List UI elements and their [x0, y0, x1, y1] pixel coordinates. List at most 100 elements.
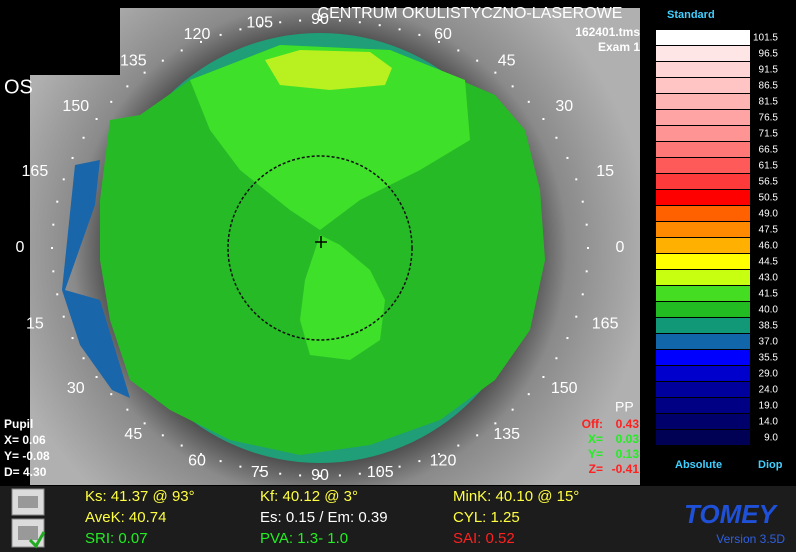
scale-swatch — [656, 254, 750, 269]
angle-tick — [219, 460, 222, 463]
scale-swatch — [656, 158, 750, 173]
angle-tick — [110, 393, 113, 396]
angle-label: 60 — [434, 26, 452, 43]
pp-value: 0.13 — [616, 447, 640, 461]
angle-tick — [438, 453, 440, 456]
angle-tick — [398, 28, 401, 31]
scale-title: Standard — [667, 9, 715, 21]
pp-label: X= — [588, 432, 603, 446]
angle-tick — [180, 49, 183, 52]
scale-swatch — [656, 142, 750, 157]
angle-label: 135 — [120, 53, 147, 70]
angle-label: 150 — [551, 380, 578, 397]
angle-tick — [51, 247, 53, 249]
angle-tick — [398, 465, 401, 468]
scale-swatch — [656, 222, 750, 237]
stat: Ks: 41.37 @ 93° — [85, 488, 195, 505]
angle-tick — [56, 293, 59, 296]
stats: Ks: 41.37 @ 93° Kf: 40.12 @ 3° MinK: 40.10… — [85, 488, 579, 547]
angle-tick — [566, 337, 569, 340]
angle-tick — [585, 223, 588, 226]
angle-tick — [457, 444, 460, 447]
scale-label: 43.0 — [759, 273, 779, 284]
angle-label: 120 — [184, 26, 211, 43]
angle-tick — [542, 118, 545, 120]
scale-label: 47.5 — [759, 225, 779, 236]
scale-label: 19.0 — [759, 401, 779, 412]
angle-tick — [126, 85, 129, 88]
print-button[interactable] — [11, 488, 45, 516]
exam: Exam 1 — [598, 40, 640, 54]
angle-label: 0 — [16, 239, 25, 256]
save-button[interactable] — [11, 518, 46, 549]
scale-swatch — [656, 382, 750, 397]
scale-footer-left: Absolute — [675, 459, 722, 471]
scale-swatch — [656, 318, 750, 333]
scale-swatch — [656, 270, 750, 285]
angle-label: 105 — [246, 14, 273, 31]
angle-tick — [110, 100, 113, 103]
scale-label: 37.0 — [759, 337, 779, 348]
angle-tick — [239, 465, 242, 468]
scale-label: 35.5 — [759, 353, 779, 364]
angle-tick — [587, 247, 589, 249]
angle-label: 45 — [498, 53, 516, 70]
angle-tick — [95, 118, 98, 120]
scale-swatch — [656, 350, 750, 365]
angle-tick — [575, 178, 578, 181]
stat: Kf: 40.12 @ 3° — [260, 488, 358, 505]
stat: SAI: 0.52 — [453, 530, 515, 547]
scale-swatch — [656, 46, 750, 61]
scale-label: 71.5 — [759, 129, 779, 140]
scale-swatch — [656, 238, 750, 253]
pupil-title: Pupil — [4, 417, 33, 431]
pp-label: Off: — [582, 417, 603, 431]
angle-tick — [494, 422, 497, 425]
angle-tick — [161, 434, 164, 437]
scale-swatch — [656, 366, 750, 381]
angle-tick — [555, 136, 558, 139]
pupil-d: D= 4.30 — [4, 465, 47, 479]
scale-swatch — [656, 110, 750, 125]
angle-tick — [542, 376, 545, 378]
scale-swatch — [656, 286, 750, 301]
scale-label: 14.0 — [759, 417, 779, 428]
angle-tick — [71, 337, 74, 340]
angle-label: 60 — [188, 452, 206, 469]
angle-tick — [378, 24, 381, 27]
scale-swatch — [656, 78, 750, 93]
angle-tick — [494, 71, 497, 74]
stat: PVA: 1.3- 1.0 — [260, 530, 348, 547]
angle-tick — [378, 469, 381, 472]
angle-tick — [126, 408, 129, 411]
pp-value: 0.43 — [616, 417, 640, 431]
angle-label: 105 — [367, 464, 394, 481]
angle-tick — [581, 293, 584, 296]
angle-label: 165 — [592, 316, 619, 333]
angle-tick — [71, 156, 74, 159]
angle-tick — [161, 59, 164, 62]
scale-label: 40.0 — [759, 305, 779, 316]
angle-label: 0 — [616, 239, 625, 256]
angle-label: 30 — [555, 98, 573, 115]
scale-label: 38.5 — [759, 321, 779, 332]
scale-label: 61.5 — [759, 161, 779, 172]
scale-swatch — [656, 206, 750, 221]
clinic-title: CENTRUM OKULISTYCZNO-LASEROWE — [318, 5, 623, 22]
angle-tick — [566, 156, 569, 159]
scale-label: 29.0 — [759, 369, 779, 380]
angle-tick — [555, 357, 558, 360]
angle-tick — [585, 270, 588, 273]
stat: MinK: 40.10 @ 15° — [453, 488, 579, 505]
angle-tick — [418, 460, 421, 463]
angle-tick — [259, 24, 262, 27]
angle-tick — [457, 49, 460, 52]
version: Version 3.5D — [716, 532, 785, 546]
angle-tick — [180, 444, 183, 447]
pupil-y: Y= -0.08 — [4, 449, 50, 463]
scale-swatch — [656, 302, 750, 317]
angle-tick — [338, 19, 341, 22]
angle-tick — [143, 422, 146, 425]
pp-label: Y= — [588, 447, 603, 461]
angle-tick — [62, 178, 65, 181]
